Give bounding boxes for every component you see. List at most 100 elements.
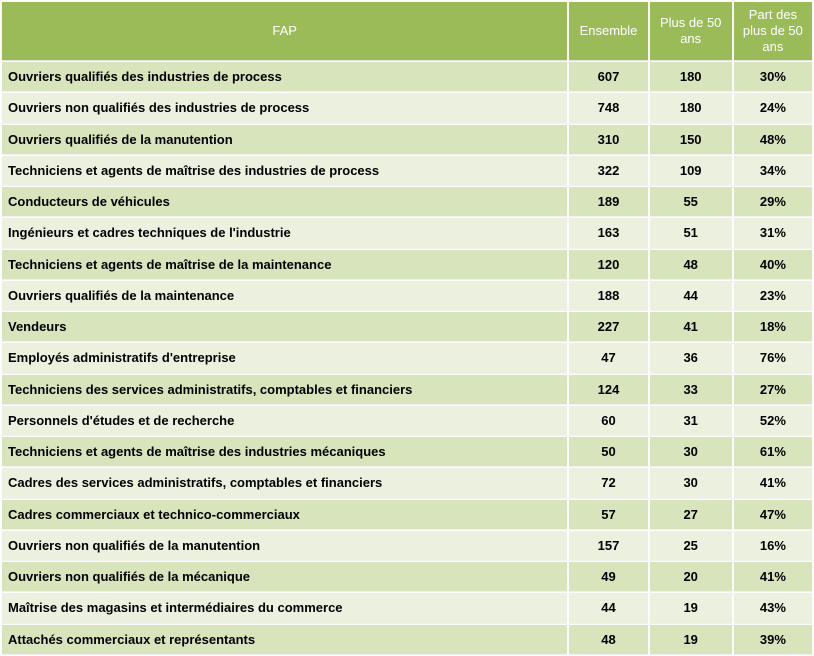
plus-de-50-ans-cell[interactable]: 51 xyxy=(649,218,732,248)
ensemble-cell[interactable]: 49 xyxy=(569,562,648,592)
plus-de-50-ans-cell[interactable]: 33 xyxy=(649,374,732,404)
ensemble-cell[interactable]: 50 xyxy=(569,437,648,467)
part-des-plus-de-50-ans-cell[interactable]: 48% xyxy=(733,124,812,154)
table-row: Techniciens et agents de maîtrise de la … xyxy=(2,249,812,279)
ensemble-cell[interactable]: 48 xyxy=(569,624,648,654)
table-row: Ingénieurs et cadres techniques de l'ind… xyxy=(2,218,812,248)
fap-cell[interactable]: Techniciens et agents de maîtrise des in… xyxy=(2,155,568,185)
plus-de-50-ans-cell[interactable]: 19 xyxy=(649,593,732,623)
plus-de-50-ans-cell[interactable]: 25 xyxy=(649,530,732,560)
fap-cell[interactable]: Cadres des services administratifs, comp… xyxy=(2,468,568,498)
ensemble-cell[interactable]: 72 xyxy=(569,468,648,498)
ensemble-cell[interactable]: 310 xyxy=(569,124,648,154)
fap-cell[interactable]: Conducteurs de véhicules xyxy=(2,187,568,217)
part-des-plus-de-50-ans-cell[interactable]: 29% xyxy=(733,187,812,217)
fap-cell[interactable]: Ouvriers non qualifiés des industries de… xyxy=(2,93,568,123)
part-des-plus-de-50-ans-cell[interactable]: 76% xyxy=(733,343,812,373)
ensemble-cell[interactable]: 124 xyxy=(569,374,648,404)
plus-de-50-ans-cell[interactable]: 30 xyxy=(649,437,732,467)
table-row: Ouvriers non qualifiés de la manutention… xyxy=(2,530,812,560)
fap-cell[interactable]: Techniciens et agents de maîtrise des in… xyxy=(2,437,568,467)
part-des-plus-de-50-ans-cell[interactable]: 40% xyxy=(733,249,812,279)
plus-de-50-ans-cell[interactable]: 180 xyxy=(649,93,732,123)
plus-de-50-ans-cell[interactable]: 36 xyxy=(649,343,732,373)
part-des-plus-de-50-ans-cell[interactable]: 39% xyxy=(733,624,812,654)
ensemble-cell[interactable]: 57 xyxy=(569,499,648,529)
part-des-plus-de-50-ans-cell[interactable]: 43% xyxy=(733,593,812,623)
ensemble-cell[interactable]: 44 xyxy=(569,593,648,623)
fap-cell[interactable]: Personnels d'études et de recherche xyxy=(2,405,568,435)
part-des-plus-de-50-ans-cell[interactable]: 23% xyxy=(733,280,812,310)
fap-cell[interactable]: Ouvriers qualifiés de la manutention xyxy=(2,124,568,154)
fap-cell[interactable]: Techniciens des services administratifs,… xyxy=(2,374,568,404)
fap-cell[interactable]: Vendeurs xyxy=(2,312,568,342)
header-row: FAP Ensemble Plus de 50 ans Part des plu… xyxy=(2,2,812,60)
column-header-ensemble[interactable]: Ensemble xyxy=(569,2,648,60)
ensemble-cell[interactable]: 60 xyxy=(569,405,648,435)
table-row: Cadres des services administratifs, comp… xyxy=(2,468,812,498)
column-header-plus-de-50-ans[interactable]: Plus de 50 ans xyxy=(649,2,732,60)
ensemble-cell[interactable]: 227 xyxy=(569,312,648,342)
ensemble-cell[interactable]: 188 xyxy=(569,280,648,310)
table-body: Ouvriers qualifiés des industries de pro… xyxy=(2,62,812,654)
ensemble-cell[interactable]: 163 xyxy=(569,218,648,248)
ensemble-cell[interactable]: 607 xyxy=(569,62,648,92)
table-row: Ouvriers qualifiés de la manutention 310 1… xyxy=(2,124,812,154)
table-row: Personnels d'études et de recherche 60 31 5… xyxy=(2,405,812,435)
table-row: Ouvriers non qualifiés des industries de… xyxy=(2,93,812,123)
fap-cell[interactable]: Ouvriers non qualifiés de la manutention xyxy=(2,530,568,560)
plus-de-50-ans-cell[interactable]: 180 xyxy=(649,62,732,92)
fap-cell[interactable]: Ouvriers non qualifiés de la mécanique xyxy=(2,562,568,592)
plus-de-50-ans-cell[interactable]: 55 xyxy=(649,187,732,217)
part-des-plus-de-50-ans-cell[interactable]: 18% xyxy=(733,312,812,342)
table-row: Techniciens des services administratifs,… xyxy=(2,374,812,404)
fap-cell[interactable]: Maîtrise des magasins et intermédiaires … xyxy=(2,593,568,623)
plus-de-50-ans-cell[interactable]: 150 xyxy=(649,124,732,154)
ensemble-cell[interactable]: 322 xyxy=(569,155,648,185)
ensemble-cell[interactable]: 47 xyxy=(569,343,648,373)
plus-de-50-ans-cell[interactable]: 20 xyxy=(649,562,732,592)
plus-de-50-ans-cell[interactable]: 27 xyxy=(649,499,732,529)
part-des-plus-de-50-ans-cell[interactable]: 24% xyxy=(733,93,812,123)
part-des-plus-de-50-ans-cell[interactable]: 30% xyxy=(733,62,812,92)
part-des-plus-de-50-ans-cell[interactable]: 16% xyxy=(733,530,812,560)
plus-de-50-ans-cell[interactable]: 31 xyxy=(649,405,732,435)
ensemble-cell[interactable]: 189 xyxy=(569,187,648,217)
column-header-fap[interactable]: FAP xyxy=(2,2,568,60)
table-row: Ouvriers non qualifiés de la mécanique 49… xyxy=(2,562,812,592)
plus-de-50-ans-cell[interactable]: 30 xyxy=(649,468,732,498)
fap-cell[interactable]: Ingénieurs et cadres techniques de l'ind… xyxy=(2,218,568,248)
plus-de-50-ans-cell[interactable]: 109 xyxy=(649,155,732,185)
part-des-plus-de-50-ans-cell[interactable]: 52% xyxy=(733,405,812,435)
table-row: Ouvriers qualifiés des industries de pro… xyxy=(2,62,812,92)
ensemble-cell[interactable]: 157 xyxy=(569,530,648,560)
fap-cell[interactable]: Ouvriers qualifiés de la maintenance xyxy=(2,280,568,310)
part-des-plus-de-50-ans-cell[interactable]: 41% xyxy=(733,562,812,592)
part-des-plus-de-50-ans-cell[interactable]: 47% xyxy=(733,499,812,529)
plus-de-50-ans-cell[interactable]: 44 xyxy=(649,280,732,310)
fap-cell[interactable]: Attachés commerciaux et représentants xyxy=(2,624,568,654)
table-row: Conducteurs de véhicules 189 55 29% xyxy=(2,187,812,217)
table-row: Attachés commerciaux et représentants 48 1… xyxy=(2,624,812,654)
plus-de-50-ans-cell[interactable]: 19 xyxy=(649,624,732,654)
table-row: Techniciens et agents de maîtrise des in… xyxy=(2,155,812,185)
ensemble-cell[interactable]: 120 xyxy=(569,249,648,279)
table-header: FAP Ensemble Plus de 50 ans Part des plu… xyxy=(2,2,812,60)
part-des-plus-de-50-ans-cell[interactable]: 34% xyxy=(733,155,812,185)
fap-cell[interactable]: Cadres commerciaux et technico-commercia… xyxy=(2,499,568,529)
plus-de-50-ans-cell[interactable]: 41 xyxy=(649,312,732,342)
fap-cell[interactable]: Ouvriers qualifiés des industries de pro… xyxy=(2,62,568,92)
part-des-plus-de-50-ans-cell[interactable]: 27% xyxy=(733,374,812,404)
ensemble-cell[interactable]: 748 xyxy=(569,93,648,123)
table-row: Cadres commerciaux et technico-commercia… xyxy=(2,499,812,529)
fap-cell[interactable]: Techniciens et agents de maîtrise de la … xyxy=(2,249,568,279)
table-row: Vendeurs 227 41 18% xyxy=(2,312,812,342)
table-row: Techniciens et agents de maîtrise des in… xyxy=(2,437,812,467)
part-des-plus-de-50-ans-cell[interactable]: 61% xyxy=(733,437,812,467)
part-des-plus-de-50-ans-cell[interactable]: 31% xyxy=(733,218,812,248)
column-header-part-des-plus-de-50-ans[interactable]: Part des plus de 50 ans xyxy=(733,2,812,60)
fap-cell[interactable]: Employés administratifs d'entreprise xyxy=(2,343,568,373)
part-des-plus-de-50-ans-cell[interactable]: 41% xyxy=(733,468,812,498)
plus-de-50-ans-cell[interactable]: 48 xyxy=(649,249,732,279)
